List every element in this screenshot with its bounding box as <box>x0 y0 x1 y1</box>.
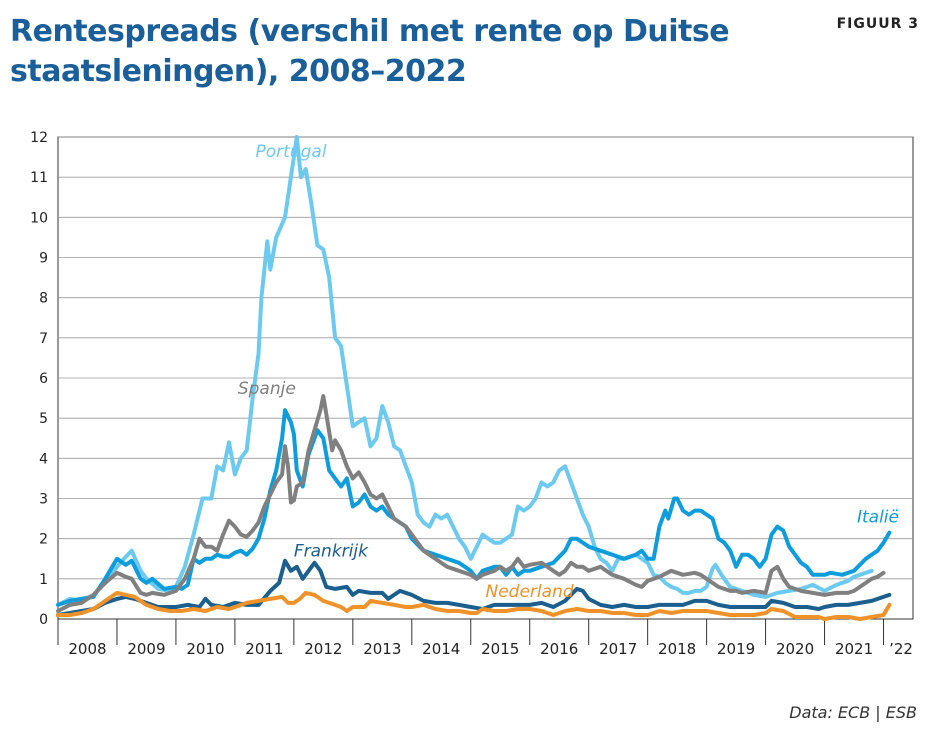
figure-label: FIGUUR 3 <box>836 16 919 32</box>
x-tick-labels: 2008 2009 2010 2011 2012 2013 2014 2015 2016 2017… <box>57 619 913 658</box>
x-tick-label: 2008 <box>68 640 106 658</box>
x-tick-label: 2020 <box>776 640 814 658</box>
chart-title: Rentespreads (verschil met rente op Duit… <box>10 14 730 89</box>
series-line-nederland <box>56 590 892 621</box>
x-tick-label: 2019 <box>717 640 755 658</box>
x-tick-label: 2013 <box>363 640 401 658</box>
series-label-itali: Italië <box>857 508 899 528</box>
y-tick-label: 3 <box>39 492 48 508</box>
y-tick-label: 5 <box>39 411 48 427</box>
y-tick-label: 12 <box>30 130 48 146</box>
x-tick-label: 2010 <box>186 640 224 658</box>
series-label-frankrijk: Frankrijk <box>294 542 369 562</box>
y-tick-label: 7 <box>39 331 48 347</box>
series-line-frankrijk <box>56 558 892 617</box>
source-note: Data: ECB | ESB <box>789 703 917 722</box>
x-tick-label: 2018 <box>658 640 696 658</box>
y-tick-label: 10 <box>30 210 48 226</box>
y-tick-label: 11 <box>30 170 48 186</box>
y-tick-label: 2 <box>39 532 48 548</box>
series-label-nederland: Nederland <box>486 582 574 602</box>
y-tick-label: 0 <box>39 612 48 628</box>
y-tick-label: 1 <box>39 572 48 588</box>
x-tick-label: 2017 <box>599 640 637 658</box>
x-tick-label: 2014 <box>422 640 460 658</box>
series-line-spanje <box>56 394 886 613</box>
y-tick-label: 9 <box>39 251 48 267</box>
series-label-spanje: Spanje <box>238 379 296 399</box>
y-tick-label: 8 <box>39 291 48 307</box>
x-tick-label: 2015 <box>481 640 519 658</box>
y-tick-label: 6 <box>39 371 48 387</box>
x-tick-label: 2012 <box>304 640 342 658</box>
series-line-portugal <box>56 135 874 607</box>
x-tick-label: 2009 <box>127 640 165 658</box>
x-tick-label: 2016 <box>540 640 578 658</box>
series-labels: Portugal Italië Spanje Frankrijk Nederland <box>238 142 899 602</box>
x-tick-label: 2021 <box>835 640 873 658</box>
x-tick-label: ’22 <box>889 640 913 658</box>
x-tick-label: 2011 <box>245 640 283 658</box>
series-label-portugal: Portugal <box>256 142 327 162</box>
y-tick-label: 4 <box>39 451 48 467</box>
series-lines <box>56 135 892 621</box>
